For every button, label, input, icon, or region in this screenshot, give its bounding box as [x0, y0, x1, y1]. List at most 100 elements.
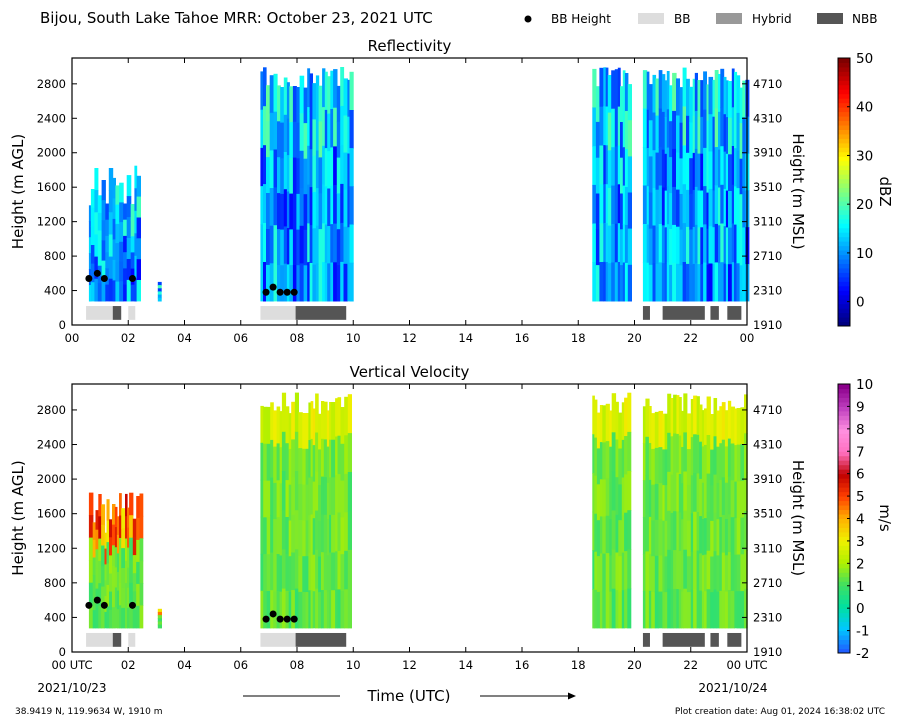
colorbar-band — [838, 567, 850, 573]
heatmap-cell — [703, 147, 707, 187]
heatmap-cell — [603, 261, 607, 302]
heatmap-cell — [121, 508, 126, 529]
heatmap-cell — [97, 212, 103, 232]
heatmap-cell — [260, 442, 264, 481]
heatmap-cell — [273, 591, 278, 629]
heatmap-cell — [310, 438, 314, 478]
heatmap-cell — [121, 528, 126, 549]
heatmap-cell — [157, 291, 162, 296]
heatmap-cell — [331, 477, 336, 516]
heatmap-cell — [335, 474, 339, 514]
colorbar-band — [838, 227, 850, 233]
heatmap-cell — [266, 264, 271, 302]
heatmap-cell — [661, 74, 666, 113]
heatmap-cell — [109, 591, 113, 611]
heatmap-cell — [318, 85, 323, 123]
heatmap-cell — [132, 591, 137, 611]
heatmap-cell — [621, 439, 625, 479]
colorbar-band — [838, 174, 850, 180]
heatmap-cell — [642, 147, 648, 187]
heatmap-cell — [310, 514, 314, 553]
heatmap-cell — [667, 549, 672, 590]
heatmap-cell — [658, 262, 663, 302]
heatmap-cell — [607, 75, 612, 114]
x-tick-label: 04 — [177, 658, 192, 672]
heatmap-cell — [318, 157, 323, 194]
heatmap-cell — [312, 591, 316, 629]
heatmap-cell — [686, 484, 692, 522]
heatmap-cell — [595, 86, 600, 123]
heatmap-cell — [682, 67, 687, 108]
heatmap-cell — [349, 224, 354, 264]
heatmap-cell — [315, 263, 320, 302]
heatmap-cell — [605, 403, 610, 442]
bb-type-bar — [662, 306, 705, 320]
colorbar-band — [838, 644, 850, 650]
heatmap-cell — [706, 512, 711, 552]
heatmap-cell — [283, 152, 288, 190]
heatmap-cell — [744, 472, 748, 512]
heatmap-cell — [624, 149, 629, 188]
x-tick-label: 08 — [290, 331, 305, 345]
heatmap-cell — [157, 618, 162, 623]
heatmap-cell — [706, 435, 711, 475]
heatmap-cell — [292, 229, 297, 266]
heatmap-cell — [263, 480, 268, 518]
heatmap-cell — [94, 234, 99, 258]
heatmap-cell — [260, 186, 264, 225]
heatmap-cell — [744, 511, 748, 551]
heatmap-cell — [703, 262, 707, 302]
heatmap-cell — [286, 118, 290, 156]
heatmap-cell — [742, 154, 746, 192]
heatmap-cell — [714, 70, 719, 110]
heatmap-cell — [347, 227, 351, 265]
heatmap-cell — [266, 157, 271, 194]
heatmap-cell — [594, 399, 598, 439]
bb-type-bar — [128, 632, 136, 647]
x-tick-label: 22 — [683, 658, 698, 672]
heatmap-cell — [283, 114, 288, 153]
bb-type-bar — [86, 632, 113, 647]
heatmap-cell — [681, 447, 684, 484]
heatmap-cell — [336, 85, 341, 123]
heatmap-cell — [294, 510, 299, 550]
heatmap-cell — [303, 194, 308, 231]
heatmap-cell — [724, 555, 729, 593]
heatmap-cell — [699, 516, 703, 554]
heatmap-cell — [323, 514, 328, 554]
heatmap-cell — [323, 552, 328, 591]
heatmap-cell — [281, 392, 287, 433]
heatmap-cell — [266, 591, 271, 629]
heatmap-cell — [281, 549, 287, 590]
heatmap-cell — [655, 152, 660, 191]
heatmap-cell — [627, 588, 632, 629]
heatmap-cell — [90, 226, 95, 246]
colorbar-band — [838, 165, 850, 171]
heatmap-cell — [703, 109, 707, 149]
colorbar-band — [838, 267, 850, 273]
heatmap-cell — [617, 223, 621, 263]
heatmap-cell — [157, 611, 162, 616]
colorbar-band — [838, 401, 850, 407]
bb-height-marker — [290, 288, 298, 296]
colorbar-band — [838, 214, 850, 220]
heatmap-cell — [678, 550, 682, 590]
heatmap-cell — [620, 86, 624, 123]
heatmap-cell — [646, 186, 650, 225]
heatmap-cell — [655, 226, 660, 265]
heatmap-cell — [661, 263, 666, 302]
heatmap-cell — [303, 265, 308, 302]
bb-height-marker — [276, 288, 284, 296]
heatmap-cell — [642, 406, 646, 444]
heatmap-cell — [322, 223, 326, 263]
colorbar-band — [838, 581, 850, 587]
heatmap-cell — [670, 589, 674, 629]
y-tick-label: 1200 — [37, 215, 66, 229]
heatmap-cell — [645, 398, 650, 438]
heatmap-cell — [266, 480, 271, 518]
heatmap-cell — [327, 76, 331, 115]
heatmap-cell — [699, 404, 703, 443]
colorbar-band — [838, 500, 850, 506]
colorbar-band — [838, 147, 850, 153]
heatmap-cell — [622, 70, 626, 110]
